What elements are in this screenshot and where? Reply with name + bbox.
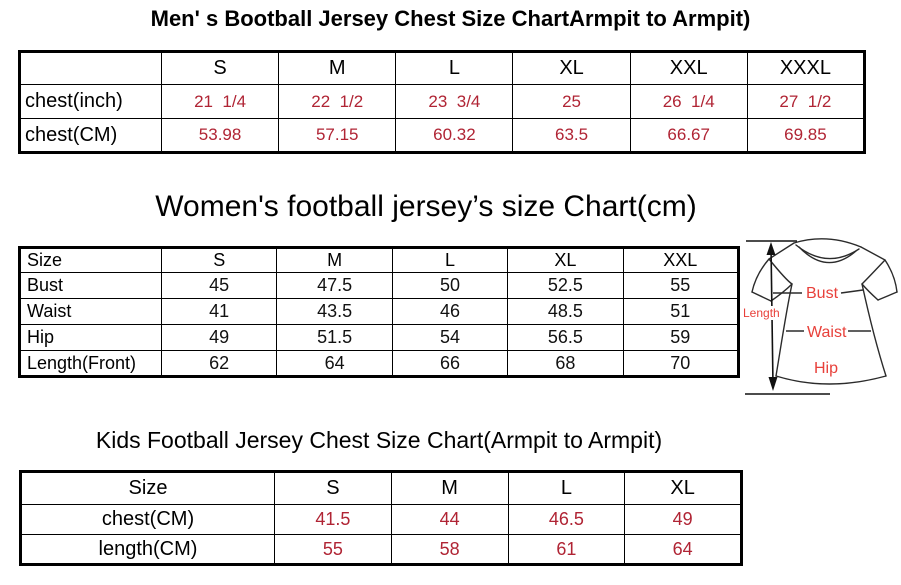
value-cell: 66 bbox=[391, 350, 509, 377]
womens_chart-row: Waist 41 43.5 46 48.5 51 bbox=[19, 298, 740, 325]
womens_chart-header-m: M bbox=[276, 247, 393, 273]
row-label-cell: chest(CM) bbox=[20, 504, 275, 535]
value-cell: 62 bbox=[160, 350, 278, 377]
womens-size-table: Size S M L XL XXL Bust 45 47.5 50 52.5 55 Waist 41 43.… bbox=[18, 246, 740, 378]
mens_chart-header-row: S M L XL XXL XXXL bbox=[19, 51, 866, 85]
womens_chart-header-row: Size S M L XL XXL bbox=[19, 247, 740, 273]
value-cell: 41.5 bbox=[274, 504, 392, 535]
value-cell: 60.32 bbox=[395, 118, 514, 153]
value-cell: 66.67 bbox=[629, 118, 748, 153]
kids-chart-title: Kids Football Jersey Chest Size Chart(Ar… bbox=[95, 427, 663, 453]
length-label-bg bbox=[741, 306, 778, 320]
value-cell: 27 1/2 bbox=[746, 84, 866, 119]
kids_chart-header-m: M bbox=[390, 471, 509, 505]
womens_chart-header-s: S bbox=[160, 247, 278, 273]
womens_chart-header-size: Size bbox=[19, 247, 162, 273]
value-cell: 70 bbox=[622, 350, 740, 377]
kids_chart-header-size: Size bbox=[20, 471, 275, 505]
value-cell: 55 bbox=[274, 534, 392, 565]
value-cell: 49 bbox=[160, 324, 278, 351]
mens_chart-header-xxl: XXL bbox=[629, 51, 748, 85]
value-cell: 52.5 bbox=[507, 272, 624, 299]
value-cell: 45 bbox=[160, 272, 278, 299]
kids_chart-header-xl: XL bbox=[624, 471, 742, 505]
mens_chart-row: chest(inch) 21 1/4 22 1/2 23 3/4 25 26 1/4 27 … bbox=[19, 84, 866, 119]
value-cell: 48.5 bbox=[507, 298, 624, 325]
row-label-cell: chest(inch) bbox=[19, 84, 162, 119]
kids_chart-row: chest(CM) 41.5 44 46.5 49 bbox=[20, 504, 742, 535]
value-cell: 25 bbox=[512, 84, 631, 119]
mens_chart-header-m: M bbox=[278, 51, 397, 85]
kids_chart-header-s: S bbox=[274, 471, 392, 505]
value-cell: 58 bbox=[390, 534, 509, 565]
measurement-lines bbox=[773, 289, 871, 332]
value-cell: 43.5 bbox=[276, 298, 393, 325]
value-cell: 46.5 bbox=[507, 504, 626, 535]
row-label-cell: Hip bbox=[19, 324, 162, 351]
value-cell: 63.5 bbox=[512, 118, 631, 153]
length-label: Length bbox=[743, 306, 780, 320]
kids_chart-header-row: Size S M L XL bbox=[20, 471, 742, 505]
tshirt-measurement-diagram: Length Bust Waist Hip bbox=[741, 238, 898, 395]
value-cell: 49 bbox=[624, 504, 742, 535]
womens_chart-row: Length(Front) 62 64 66 68 70 bbox=[19, 350, 740, 377]
value-cell: 64 bbox=[624, 534, 742, 565]
womens_chart-header-xl: XL bbox=[507, 247, 624, 273]
row-label-cell: Bust bbox=[19, 272, 162, 299]
value-cell: 53.98 bbox=[160, 118, 280, 153]
value-cell: 50 bbox=[391, 272, 509, 299]
row-label-cell: Waist bbox=[19, 298, 162, 325]
mens_chart-header-blank bbox=[19, 51, 162, 85]
row-label-cell: Length(Front) bbox=[19, 350, 162, 377]
value-cell: 57.15 bbox=[278, 118, 397, 153]
value-cell: 56.5 bbox=[507, 324, 624, 351]
value-cell: 21 1/4 bbox=[160, 84, 280, 119]
value-cell: 47.5 bbox=[276, 272, 393, 299]
value-cell: 69.85 bbox=[746, 118, 866, 153]
hip-label: Hip bbox=[814, 360, 838, 377]
mens_chart-header-xl: XL bbox=[512, 51, 631, 85]
value-cell: 44 bbox=[390, 504, 509, 535]
mens_chart-header-l: L bbox=[395, 51, 514, 85]
kids_chart-row: length(CM) 55 58 61 64 bbox=[20, 534, 742, 565]
value-cell: 23 3/4 bbox=[395, 84, 514, 119]
value-cell: 51.5 bbox=[276, 324, 393, 351]
mens_chart-header-s: S bbox=[160, 51, 280, 85]
waist-label: Waist bbox=[807, 324, 847, 341]
kids-size-table: Size S M L XL chest(CM) 41.5 44 46.5 49 length(CM)… bbox=[19, 470, 743, 566]
kids_chart-header-l: L bbox=[507, 471, 626, 505]
womens-chart-title: Women's football jersey’s size Chart(cm) bbox=[155, 190, 697, 223]
womens_chart-header-xxl: XXL bbox=[622, 247, 740, 273]
womens_chart-header-l: L bbox=[391, 247, 509, 273]
value-cell: 64 bbox=[276, 350, 393, 377]
mens_chart-header-xxxl: XXXL bbox=[746, 51, 866, 85]
bust-label: Bust bbox=[806, 285, 839, 302]
mens-size-table: S M L XL XXL XXXL chest(inch) 21 1/4 22 1/2 23 3/… bbox=[18, 50, 866, 154]
value-cell: 54 bbox=[391, 324, 509, 351]
value-cell: 61 bbox=[507, 534, 626, 565]
value-cell: 51 bbox=[622, 298, 740, 325]
mens_chart-row: chest(CM) 53.98 57.15 60.32 63.5 66.67 69.85 bbox=[19, 118, 866, 153]
row-label-cell: chest(CM) bbox=[19, 118, 162, 153]
row-label-cell: length(CM) bbox=[20, 534, 275, 565]
womens_chart-row: Bust 45 47.5 50 52.5 55 bbox=[19, 272, 740, 299]
mens-chart-title: Men' s Bootball Jersey Chest Size ChartA… bbox=[150, 6, 751, 31]
value-cell: 55 bbox=[622, 272, 740, 299]
value-cell: 59 bbox=[622, 324, 740, 351]
value-cell: 26 1/4 bbox=[629, 84, 748, 119]
value-cell: 46 bbox=[391, 298, 509, 325]
womens_chart-row: Hip 49 51.5 54 56.5 59 bbox=[19, 324, 740, 351]
value-cell: 22 1/2 bbox=[278, 84, 397, 119]
value-cell: 41 bbox=[160, 298, 278, 325]
value-cell: 68 bbox=[507, 350, 624, 377]
